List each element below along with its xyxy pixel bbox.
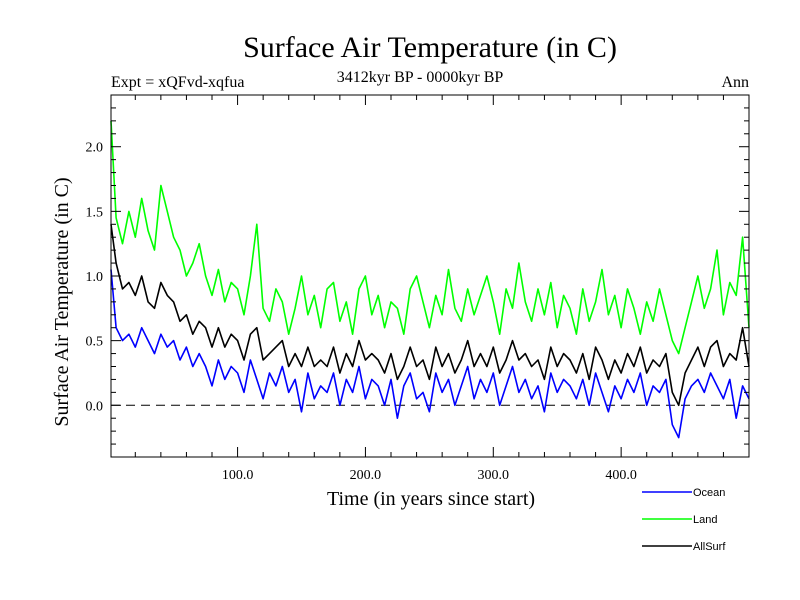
series-line-land	[110, 120, 750, 355]
experiment-label: Expt = xQFvd-xqfua	[111, 74, 244, 91]
y-tick-label: 1.0	[86, 270, 104, 285]
series-line-allsurf	[110, 224, 750, 407]
legend-label-land: Land	[693, 514, 717, 526]
y-axis-label: Surface Air Temperature (in C)	[51, 177, 73, 426]
x-tick-label: 100.0	[222, 468, 254, 483]
legend: Ocean Land AllSurf	[642, 487, 726, 553]
x-tick-label: 400.0	[605, 468, 637, 483]
y-tick-label: 1.5	[86, 205, 104, 220]
legend-label-ocean: Ocean	[693, 487, 725, 499]
legend-label-allsurf: AllSurf	[693, 541, 726, 553]
y-tick-label: 0.0	[86, 399, 104, 414]
chart-subtitle: 3412kyr BP - 0000kyr BP	[337, 69, 504, 86]
y-tick-label: 0.5	[86, 335, 104, 350]
x-tick-label: 300.0	[478, 468, 510, 483]
series-line-ocean	[110, 269, 750, 439]
x-axis-label: Time (in years since start)	[327, 488, 535, 510]
season-label: Ann	[721, 74, 749, 91]
y-tick-label: 2.0	[86, 141, 104, 156]
x-tick-label: 200.0	[350, 468, 382, 483]
chart-title: Surface Air Temperature (in C)	[243, 31, 617, 64]
